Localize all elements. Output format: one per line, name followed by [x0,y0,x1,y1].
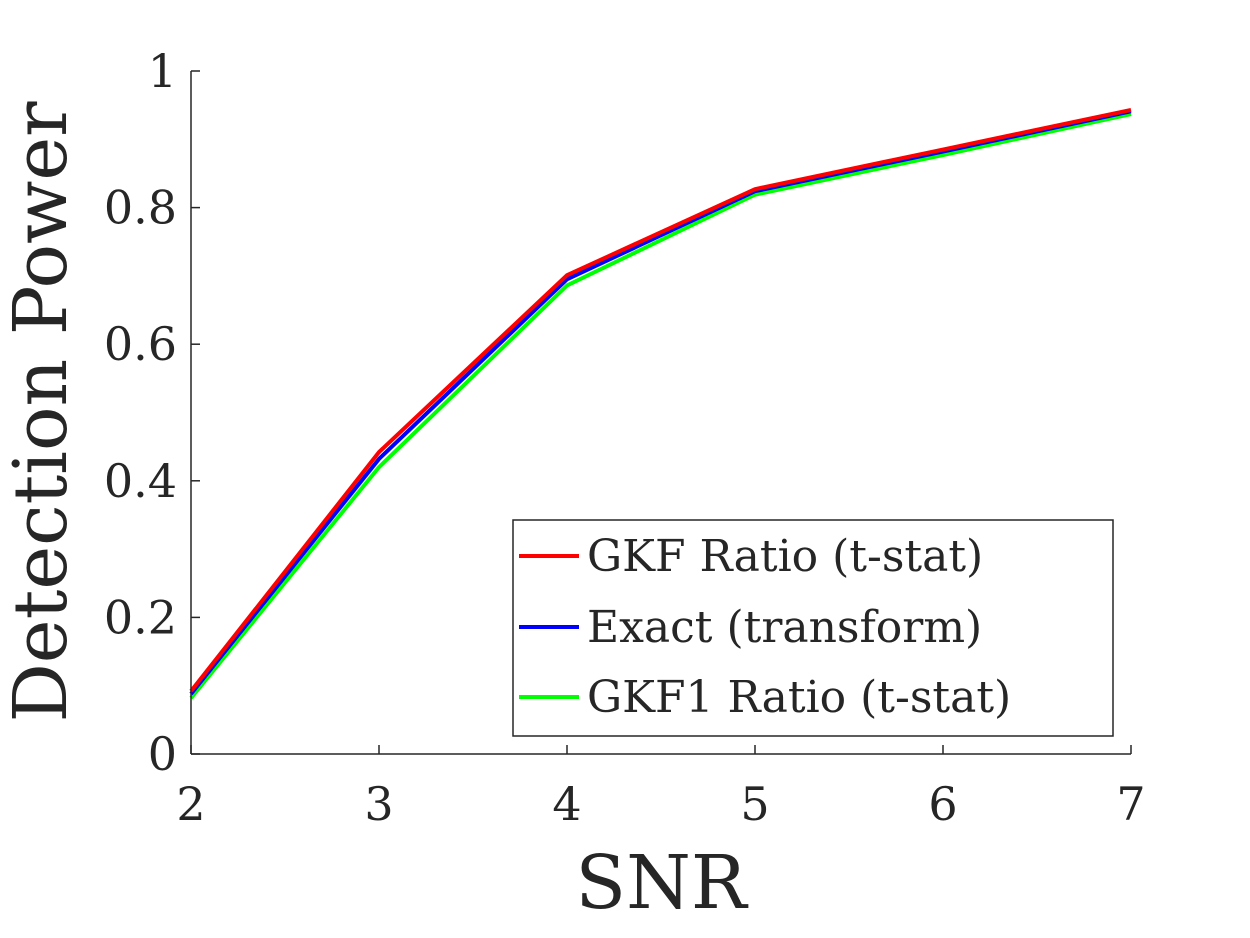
legend-label-3: GKF1 Ratio (t-stat) [587,672,1011,723]
x-axis-title: SNR [575,840,748,926]
x-tick-label: 7 [1116,777,1145,831]
y-tick-label: 0.8 [104,181,177,235]
axes: 2 3 4 5 6 7 0 0.2 0.4 0.6 0.8 1 [104,44,1146,831]
plot-lines [189,107,1132,700]
legend: GKF Ratio (t-stat) Exact (transform) GKF1 … [512,519,1114,737]
y-tick-label: 1 [148,44,177,98]
x-tick-label: 5 [740,777,769,831]
series-line-3 [189,112,1132,700]
legend-label-1: GKF Ratio (t-stat) [587,531,983,582]
x-tick-label: 4 [552,777,581,831]
x-tick-label: 3 [364,777,393,831]
legend-box [512,519,1114,737]
x-tick-label: 6 [928,777,957,831]
series-line-1 [189,107,1132,693]
y-tick-label: 0.2 [104,590,177,644]
y-tick-label: 0.6 [104,317,177,371]
y-tick-label: 0 [148,727,177,781]
legend-label-2: Exact (transform) [587,602,982,653]
y-tick-label: 0.4 [104,454,177,508]
x-tick-label: 2 [176,777,205,831]
y-axis-title: Detection Power [0,101,84,723]
